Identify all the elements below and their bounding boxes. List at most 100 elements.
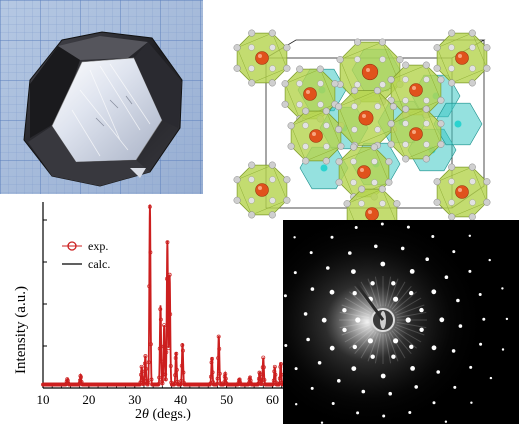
exp-point — [181, 370, 186, 375]
ligand-atom — [483, 178, 491, 186]
diffuse-streak — [384, 333, 392, 364]
diffuse-streak — [384, 276, 392, 307]
diffuse-streak — [391, 285, 412, 310]
diffraction-spot — [468, 269, 472, 273]
diffuse-streak — [374, 333, 382, 364]
ligand-atom — [396, 56, 404, 64]
diffraction-spot — [488, 258, 491, 262]
diffraction-spot — [393, 296, 399, 302]
ligand-atom — [335, 178, 343, 186]
diffraction-spot — [348, 251, 352, 255]
ligand-atom — [351, 103, 358, 110]
diffraction-spot — [409, 290, 414, 296]
diffraction-spot — [501, 348, 505, 351]
ligand-atom — [448, 199, 455, 206]
ligand-atom — [358, 185, 366, 193]
diffraction-spot — [354, 226, 358, 229]
diffraction-spot — [342, 308, 347, 313]
diffraction-spot — [478, 293, 482, 296]
ligand-atom — [402, 76, 409, 83]
diffuse-streak — [344, 326, 372, 343]
exp-point — [148, 250, 153, 255]
diffraction-spots — [283, 222, 509, 424]
ligand-atom — [389, 103, 397, 111]
central-atom — [303, 87, 317, 101]
ligand-atom — [468, 29, 476, 37]
ligand-atom — [448, 44, 455, 51]
diffuse-streak — [391, 330, 412, 355]
diffraction-spot — [439, 317, 445, 323]
diffraction-spot — [458, 324, 463, 328]
diffraction-spot — [351, 269, 356, 274]
ligand-atom — [268, 29, 276, 37]
diffuse-streak — [367, 333, 379, 362]
diffuse-streak — [389, 281, 406, 309]
ligand-atom — [283, 44, 291, 52]
diffraction-spot — [355, 317, 361, 323]
diffuse-streak — [339, 321, 370, 329]
exp-point — [156, 382, 161, 386]
ligand-atom — [248, 65, 255, 72]
diffraction-spot — [321, 317, 327, 323]
diffuse-streak — [341, 324, 370, 336]
ligand-atom — [402, 155, 410, 163]
exp-point — [140, 369, 145, 374]
exp-point — [158, 317, 163, 322]
ligand-atom — [422, 155, 430, 163]
ligand-atom — [402, 141, 409, 148]
diffraction-spot — [405, 317, 411, 323]
diffraction-spot — [326, 266, 330, 270]
diffraction-spot — [468, 234, 471, 237]
central-atom — [361, 63, 379, 81]
ligand-atom — [322, 157, 330, 165]
diffuse-streak — [394, 326, 422, 343]
diffraction-spot — [432, 401, 436, 405]
ligand-atom — [248, 197, 255, 204]
central-atom-highlight — [368, 210, 372, 214]
diffraction-spot — [436, 370, 440, 374]
x-tick-label: 20 — [82, 392, 95, 407]
diffraction-spot — [419, 327, 424, 332]
ligand-atom — [281, 100, 289, 108]
exp-point — [158, 307, 163, 312]
diffraction-spot — [329, 345, 335, 351]
exp-point — [217, 371, 222, 376]
central-atom — [409, 83, 423, 97]
exp-point — [168, 312, 173, 317]
ligand-atom — [248, 161, 256, 169]
diffraction-spot — [479, 342, 483, 346]
exp-point — [167, 272, 172, 277]
cyan-center-atom — [454, 120, 462, 128]
exp-point — [216, 356, 221, 360]
crystal-right-facet — [134, 42, 182, 128]
exp-point — [143, 354, 148, 359]
diffraction-spot — [431, 289, 437, 295]
diffuse-streak — [393, 291, 418, 312]
diffuse-streak — [387, 278, 399, 307]
diffraction-spot — [330, 235, 334, 239]
ligand-atom — [483, 198, 491, 206]
ligand-atom — [433, 198, 441, 206]
diffuse-streak — [360, 281, 377, 309]
central-atom — [255, 183, 269, 197]
xrd-plot: 10 20 30 40 50 60 Intensity (a.u.) 2θ (degs.)… — [13, 202, 300, 422]
central-atom-highlight — [362, 114, 366, 118]
x-axis-label-prefix: 2 — [135, 407, 142, 422]
diffraction-spot — [283, 294, 287, 298]
diffraction-spot — [444, 420, 448, 423]
diffuse-streak — [360, 331, 377, 359]
exp-point — [217, 346, 222, 351]
diffraction-spot — [431, 235, 435, 238]
diffraction-pattern — [283, 220, 519, 424]
diffuse-streak — [387, 333, 399, 362]
diffraction-spot — [501, 287, 504, 290]
diffraction-spot — [317, 361, 322, 365]
ligand-atom — [402, 97, 409, 104]
exp-point — [237, 377, 242, 382]
ligand-atom — [468, 163, 476, 171]
ligand-atom — [269, 197, 276, 204]
diffraction-spot — [482, 317, 486, 321]
ligand-atom — [350, 179, 357, 186]
diffraction-spot — [329, 289, 335, 295]
central-atom-highlight — [258, 54, 262, 58]
